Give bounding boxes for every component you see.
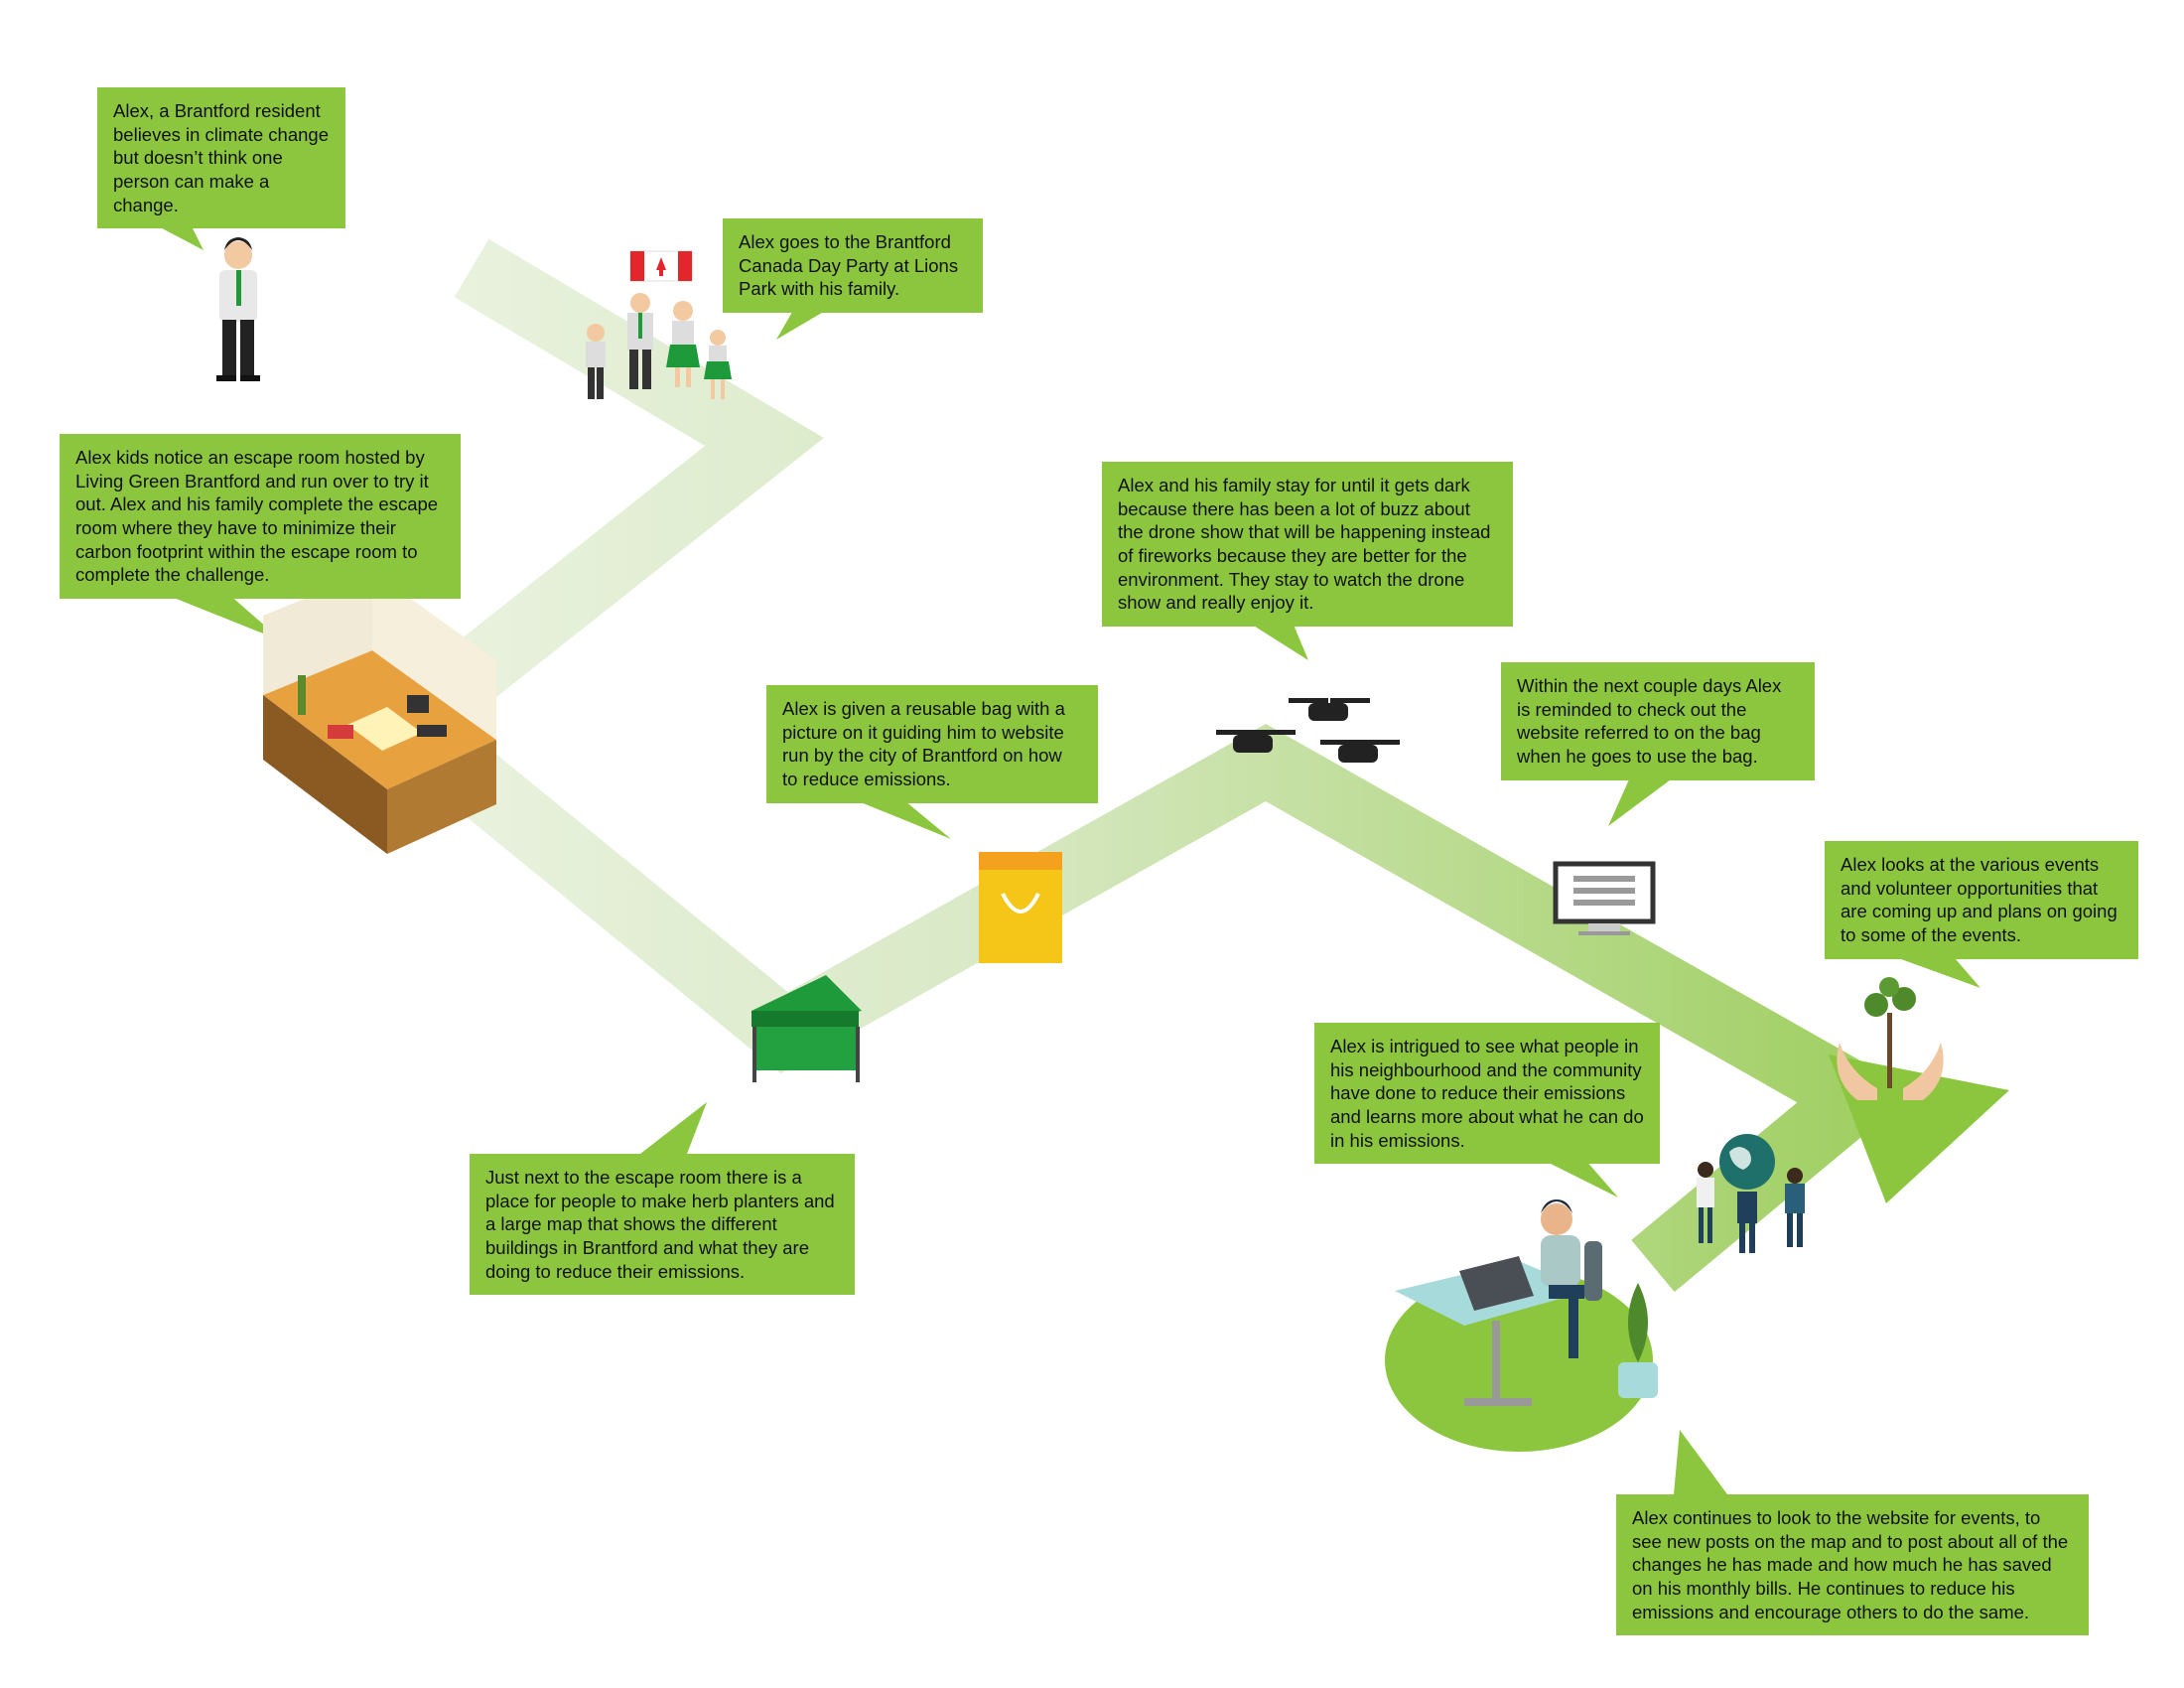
- callout-step-2: Alex goes to the Brantford Canada Day Pa…: [723, 218, 983, 314]
- escape-room-icon: [263, 571, 496, 854]
- person-at-desk-icon: [1385, 1199, 1658, 1452]
- computer-monitor-icon: [1553, 861, 1656, 935]
- callout-step-10: Alex continues to look to the website fo…: [1616, 1494, 2089, 1636]
- callout-step-6: Alex and his family stay for until it ge…: [1102, 462, 1513, 628]
- callout-step-8: Alex looks at the various events and vol…: [1825, 841, 2138, 959]
- drones-icon: [1216, 698, 1400, 763]
- callout-step-3: Alex kids notice an escape room hosted b…: [60, 434, 461, 600]
- tent-icon: [751, 975, 862, 1082]
- hands-holding-plant-icon: [1837, 977, 1944, 1100]
- callout-step-7: Within the next couple days Alex is remi…: [1501, 662, 1815, 780]
- shopping-bag-icon: [979, 852, 1062, 963]
- callout-step-1: Alex, a Brantford resident believes in c…: [97, 87, 345, 229]
- people-with-globe-icon: [1697, 1134, 1805, 1253]
- callout-step-9: Alex is intrigued to see what people in …: [1314, 1023, 1660, 1165]
- person-icon: [216, 237, 260, 381]
- family-with-canada-flag-icon: [586, 250, 732, 399]
- callout-step-4: Just next to the escape room there is a …: [470, 1154, 855, 1296]
- callout-step-5: Alex is given a reusable bag with a pict…: [766, 685, 1098, 803]
